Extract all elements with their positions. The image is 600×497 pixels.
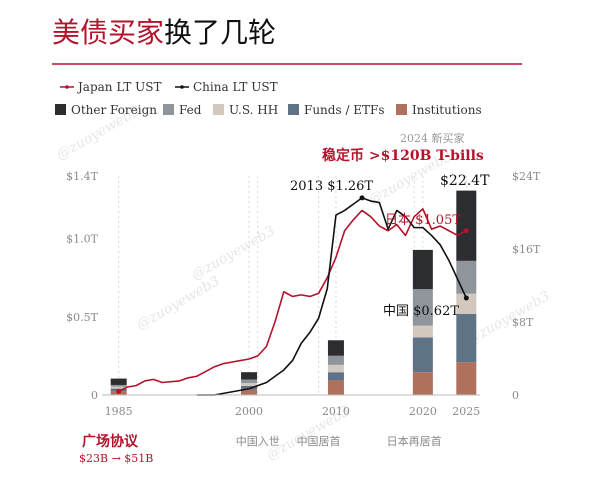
annotation-japan-now: 日本 $1.05T bbox=[385, 213, 461, 228]
stacked-bar-segment bbox=[241, 389, 258, 395]
legend: Japan LT UST China LT UST Other Foreign Fed… bbox=[55, 80, 482, 117]
stacked-bar-segment bbox=[241, 379, 258, 384]
legend-box-label: Funds / ETFs bbox=[304, 103, 385, 117]
stacked-bar-segment bbox=[241, 372, 258, 380]
legend-box-label: Institutions bbox=[412, 103, 482, 117]
y-left-tick-label: 0 bbox=[91, 389, 98, 402]
annotation-total-2025: $22.4T bbox=[440, 173, 490, 189]
legend-box-swatch bbox=[396, 104, 407, 115]
x-event-label: 中国居首 bbox=[297, 434, 341, 448]
stacked-bar-segment bbox=[327, 355, 344, 365]
legend-box-swatch bbox=[213, 104, 224, 115]
annotation-china-2013: 2013 $1.26T bbox=[290, 179, 373, 194]
title-part-red: 美债买家 bbox=[52, 16, 164, 49]
y-left-tick-label: $1.4T bbox=[66, 170, 98, 183]
y-right-tick-label: $24T bbox=[512, 170, 541, 183]
legend-box-swatch bbox=[163, 104, 174, 115]
legend-box-swatch bbox=[288, 104, 299, 115]
stacked-bar-segment bbox=[327, 364, 344, 373]
stacked-bar-segment bbox=[456, 313, 477, 363]
stacked-bar-segment bbox=[456, 362, 477, 395]
annotation-new-buyer: 2024 新买家 bbox=[400, 131, 465, 145]
series-line bbox=[118, 208, 467, 393]
watermark-5: @zuoyeweb3 bbox=[134, 273, 223, 333]
stacked-bar-segment bbox=[412, 337, 433, 373]
y-left-tick-label: $1.0T bbox=[66, 233, 98, 246]
title-part-black: 换了几轮 bbox=[164, 16, 276, 49]
x-tick-label: 1985 bbox=[105, 405, 133, 418]
legend-box-swatch bbox=[55, 104, 66, 115]
legend-box-label: U.S. HH bbox=[229, 103, 278, 117]
axes-layer: 1985 2000 2010 2020 2025 0 $0.5T $1.0T $1.4T 0 $8T… bbox=[66, 170, 541, 448]
y-right-tick-label: $8T bbox=[512, 316, 534, 329]
legend-box-label: Fed bbox=[179, 103, 202, 117]
stacked-bar-segment bbox=[412, 249, 433, 290]
y-right-tick-label: 0 bbox=[512, 389, 519, 402]
stacked-bar-segment bbox=[456, 293, 477, 314]
stacked-bar-segment bbox=[412, 325, 433, 338]
x-tick-label: 2025 bbox=[452, 405, 480, 418]
legend-line-dot bbox=[180, 85, 184, 89]
japan-start-point bbox=[116, 388, 122, 394]
x-tick-label: 2020 bbox=[409, 405, 437, 418]
y-left-tick-label: $0.5T bbox=[66, 311, 98, 324]
stacked-bar-segment bbox=[456, 260, 477, 294]
y-right-tick-label: $16T bbox=[512, 243, 541, 256]
annotation-china-now: 中国 $0.62T bbox=[383, 304, 459, 319]
annotation-plaza-accord: 广场协议 bbox=[82, 433, 139, 450]
stacked-bar-segment bbox=[412, 289, 433, 326]
stacked-bar-segment bbox=[110, 386, 127, 389]
legend-box-label: Other Foreign bbox=[71, 103, 157, 117]
china-peak-point bbox=[359, 195, 365, 201]
x-tick-label: 2010 bbox=[322, 405, 350, 418]
stacked-bar-segment bbox=[241, 385, 258, 390]
stacked-bar-segment bbox=[327, 340, 344, 356]
x-event-label: 日本再居首 bbox=[387, 434, 442, 448]
stacked-bar-segment bbox=[456, 190, 477, 261]
japan-end-point bbox=[463, 228, 469, 234]
annotation-stablecoin: 稳定币 >$120B T-bills bbox=[322, 147, 484, 164]
annotation-plaza-values: $23B → $51B bbox=[79, 452, 153, 465]
legend-line-label: Japan LT UST bbox=[76, 80, 162, 94]
stacked-bar-segment bbox=[327, 372, 344, 381]
x-event-label: 中国入世 bbox=[236, 435, 280, 448]
legend-line-dot bbox=[65, 85, 69, 89]
bars-layer bbox=[110, 190, 477, 395]
stacked-bar-segment bbox=[412, 372, 433, 395]
stacked-bar-segment bbox=[110, 384, 127, 387]
lines-layer bbox=[116, 195, 469, 396]
watermark-4: @zuoyeweb3 bbox=[464, 288, 553, 348]
stacked-bar-segment bbox=[110, 378, 127, 385]
watermark-3: @zuoyeweb3 bbox=[189, 223, 278, 283]
stacked-bar-segment bbox=[327, 380, 344, 395]
china-end-point bbox=[463, 295, 469, 301]
legend-line-label: China LT UST bbox=[193, 80, 278, 94]
x-tick-label: 2000 bbox=[235, 405, 263, 418]
chart-title: 美债买家换了几轮 bbox=[52, 16, 276, 49]
stacked-bar-segment bbox=[241, 383, 258, 386]
series-line bbox=[196, 197, 468, 396]
